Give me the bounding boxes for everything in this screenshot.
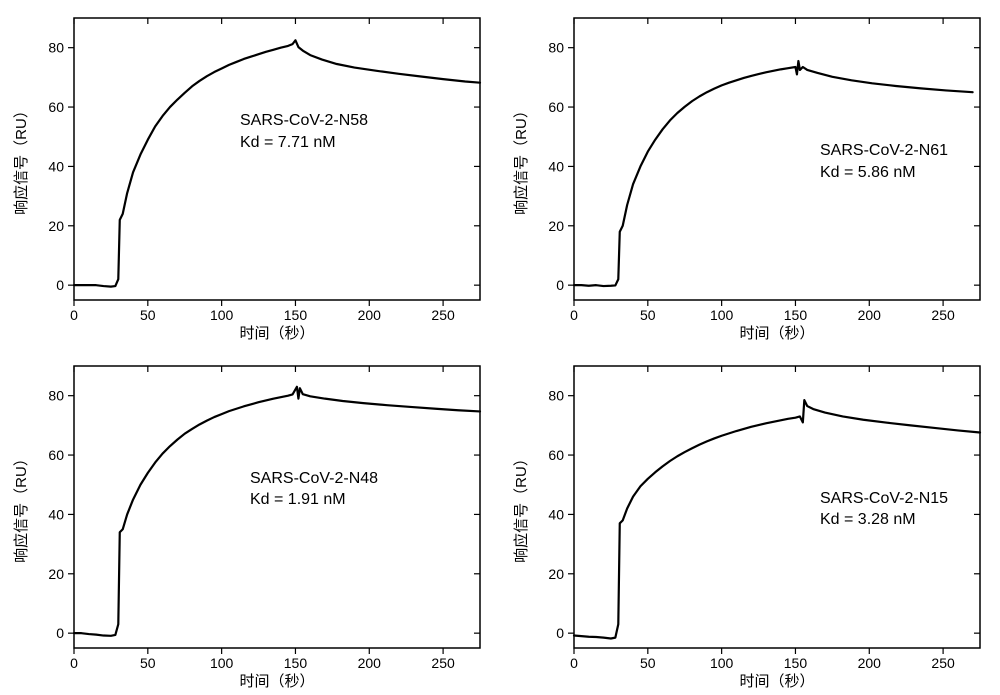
y-tick-label: 60 xyxy=(48,99,64,115)
x-tick-label: 250 xyxy=(931,307,955,323)
y-tick-label: 20 xyxy=(548,218,564,234)
series-annotation: SARS-CoV-2-N15Kd = 3.28 nM xyxy=(820,488,948,531)
x-tick-label: 250 xyxy=(931,655,955,671)
x-tick-label: 50 xyxy=(640,655,656,671)
series-name: SARS-CoV-2-N48 xyxy=(250,468,378,490)
y-tick-label: 40 xyxy=(548,158,564,174)
binding-curve xyxy=(74,40,480,286)
y-tick-label: 40 xyxy=(48,506,64,522)
x-tick-label: 150 xyxy=(784,655,808,671)
y-tick-label: 20 xyxy=(48,565,64,581)
y-tick-label: 0 xyxy=(556,625,564,641)
y-tick-label: 20 xyxy=(48,218,64,234)
x-tick-label: 0 xyxy=(570,655,578,671)
y-tick-label: 80 xyxy=(48,387,64,403)
x-tick-label: 150 xyxy=(284,655,308,671)
x-tick-label: 0 xyxy=(70,307,78,323)
kd-value: Kd = 5.86 nM xyxy=(820,162,948,184)
x-tick-label: 50 xyxy=(640,307,656,323)
y-axis-label: 响应信号（RU） xyxy=(512,103,530,215)
y-tick-label: 80 xyxy=(548,387,564,403)
y-axis-label: 响应信号（RU） xyxy=(12,451,30,563)
y-tick-label: 80 xyxy=(48,40,64,56)
x-axis-label: 时间（秒） xyxy=(739,325,814,342)
x-tick-label: 200 xyxy=(858,655,882,671)
series-annotation: SARS-CoV-2-N61Kd = 5.86 nM xyxy=(820,140,948,183)
series-name: SARS-CoV-2-N15 xyxy=(820,488,948,510)
y-tick-label: 80 xyxy=(548,40,564,56)
x-axis-label: 时间（秒） xyxy=(239,673,314,690)
x-tick-label: 100 xyxy=(710,307,734,323)
chart-panel: 0 50 100 150 200 250 0 20 40 60 80 时间（秒） 响应信号（RU） SAR… xyxy=(500,348,1000,695)
kd-value: Kd = 1.91 nM xyxy=(250,489,378,511)
y-tick-label: 60 xyxy=(548,99,564,115)
x-tick-label: 150 xyxy=(784,307,808,323)
series-name: SARS-CoV-2-N58 xyxy=(240,110,368,132)
x-tick-label: 50 xyxy=(140,307,156,323)
kd-value: Kd = 3.28 nM xyxy=(820,509,948,531)
chart-svg: 0 50 100 150 200 250 0 20 40 60 80 时间（秒） 响应信号（RU） xyxy=(0,348,500,695)
x-tick-label: 250 xyxy=(431,655,455,671)
x-tick-label: 50 xyxy=(140,655,156,671)
x-tick-label: 100 xyxy=(210,307,234,323)
chart-grid: 050100150200250020406080时间（秒）响应信号（RU）SAR… xyxy=(0,0,1000,695)
kd-value: Kd = 7.71 nM xyxy=(240,132,368,154)
binding-curve xyxy=(74,386,480,635)
x-tick-label: 100 xyxy=(710,655,734,671)
y-tick-label: 40 xyxy=(48,158,64,174)
x-axis-label: 时间（秒） xyxy=(739,673,814,690)
y-tick-label: 60 xyxy=(548,447,564,463)
x-tick-label: 200 xyxy=(358,655,382,671)
y-tick-label: 20 xyxy=(548,565,564,581)
series-name: SARS-CoV-2-N61 xyxy=(820,140,948,162)
y-tick-label: 0 xyxy=(556,277,564,293)
chart-svg: 0 50 100 150 200 250 0 20 40 60 80 时间（秒） 响应信号（RU） xyxy=(0,0,500,347)
x-tick-label: 100 xyxy=(210,655,234,671)
y-axis-label: 响应信号（RU） xyxy=(12,103,30,215)
x-tick-label: 200 xyxy=(358,307,382,323)
x-tick-label: 0 xyxy=(570,307,578,323)
x-tick-label: 250 xyxy=(431,307,455,323)
x-tick-label: 0 xyxy=(70,655,78,671)
y-tick-label: 40 xyxy=(548,506,564,522)
y-tick-label: 0 xyxy=(56,625,64,641)
series-annotation: SARS-CoV-2-N48Kd = 1.91 nM xyxy=(250,468,378,511)
chart-panel: 0 50 100 150 200 250 0 20 40 60 80 时间（秒） 响应信号（RU） SAR… xyxy=(0,348,500,695)
x-axis-label: 时间（秒） xyxy=(239,325,314,342)
y-tick-label: 60 xyxy=(48,447,64,463)
x-tick-label: 200 xyxy=(858,307,882,323)
chart-panel: 0 50 100 150 200 250 0 20 40 60 80 时间（秒） 响应信号（RU） SAR… xyxy=(0,0,500,348)
chart-panel: 0 50 100 150 200 250 0 20 40 60 80 时间（秒） 响应信号（RU） SAR… xyxy=(500,0,1000,348)
series-annotation: SARS-CoV-2-N58Kd = 7.71 nM xyxy=(240,110,368,153)
y-tick-label: 0 xyxy=(56,277,64,293)
x-tick-label: 150 xyxy=(284,307,308,323)
y-axis-label: 响应信号（RU） xyxy=(512,451,530,563)
